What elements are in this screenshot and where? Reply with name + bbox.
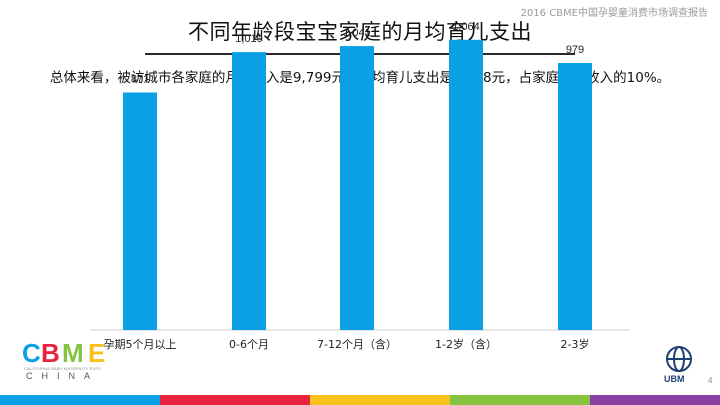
bar-0: [123, 92, 157, 330]
footer-color-strip: [0, 395, 720, 405]
category-label: 1-2岁（含）: [435, 337, 497, 351]
category-label: 7-12个月（含）: [317, 337, 397, 351]
bar-3: [449, 39, 483, 331]
brand-subtext: CALIFORNIA BABY MATERNITY EXPO: [24, 366, 102, 371]
footer-segment-yellow: [310, 395, 450, 405]
ubm-brand-text: UBM: [664, 374, 685, 384]
ubm-globe-icon: [666, 346, 692, 372]
page-number: 4: [708, 376, 713, 385]
category-label: 0-6个月: [229, 338, 269, 351]
bar-1: [232, 52, 266, 330]
bar-4: [558, 63, 592, 330]
footer-segment-blue: [0, 395, 160, 405]
footer-segment-red: [160, 395, 310, 405]
report-header-note: 2016 CBME中国孕婴童消费市场调查报告: [520, 8, 708, 19]
footer-segment-green: [450, 395, 590, 405]
cbme-logo: C B M E: [22, 338, 105, 368]
bar-value-label: 979: [566, 44, 584, 56]
brand-country: CHINA: [26, 371, 100, 381]
category-label: 孕期5个月以上: [104, 338, 177, 351]
svg-text:B: B: [41, 338, 60, 368]
bar-2: [340, 46, 374, 330]
bar-value-label: 871: [131, 73, 149, 85]
bar-value-label: 1,019: [235, 33, 263, 45]
svg-text:C: C: [22, 338, 41, 368]
category-label: 2-3岁: [561, 337, 590, 351]
bar-value-label: 1,064: [452, 21, 480, 33]
footer-segment-purple: [590, 395, 720, 405]
bar-value-label: 1,041: [343, 27, 371, 39]
svg-text:M: M: [62, 338, 84, 368]
svg-text:E: E: [88, 338, 105, 368]
